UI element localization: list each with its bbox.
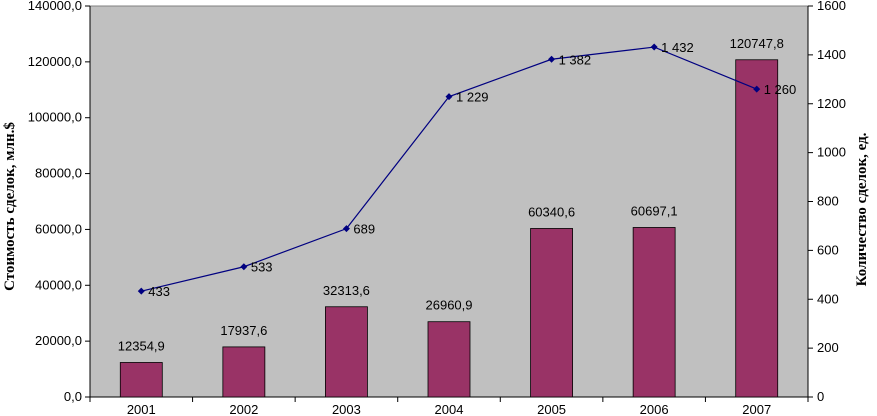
line-value-label: 1 432 (661, 40, 694, 55)
right-tick-label: 0 (817, 389, 824, 404)
line-value-label: 433 (148, 284, 170, 299)
line-point (548, 55, 556, 63)
x-tick-label: 2004 (435, 402, 464, 416)
bar-labels: 12354,9 17937,6 32313,6 26960,9 60340,6 60697… (118, 36, 784, 354)
bar (325, 306, 368, 398)
bar-series (119, 59, 779, 398)
bar-value-label: 17937,6 (220, 323, 267, 338)
left-tick-label: 0,0 (64, 389, 82, 404)
line-labels: 433 533 689 1 229 1 382 1 432 1 260 (148, 40, 796, 299)
right-tick-label: 1000 (817, 145, 846, 160)
line-point (650, 43, 658, 51)
line-value-label: 1 229 (456, 90, 489, 105)
x-tick-label: 2007 (742, 402, 771, 416)
right-tick-label: 1400 (817, 47, 846, 62)
x-tick-label: 2006 (640, 402, 669, 416)
bar-value-label: 26960,9 (426, 298, 473, 313)
left-tick-label: 100000,0 (28, 110, 82, 125)
line-point (753, 85, 761, 93)
right-tick-label: 1600 (817, 0, 846, 13)
line-value-label: 1 382 (559, 52, 592, 67)
line-value-label: 533 (251, 260, 273, 275)
line-value-label: 1 260 (764, 82, 797, 97)
line-series (137, 43, 761, 295)
left-axis-ticks: 0,0 20000,0 40000,0 60000,0 80000,0 100000,0 1… (28, 0, 91, 404)
bar (427, 321, 471, 398)
x-tick-label: 2001 (127, 402, 156, 416)
left-tick-label: 120000,0 (28, 54, 82, 69)
line-point (240, 263, 248, 271)
y-axis-title-right: Количество сделок, ед. (854, 132, 870, 286)
right-tick-label: 200 (817, 340, 839, 355)
bar (119, 362, 163, 398)
bar-value-label: 12354,9 (118, 338, 165, 353)
right-tick-label: 600 (817, 242, 839, 257)
left-tick-label: 80000,0 (35, 166, 82, 181)
left-tick-label: 20000,0 (35, 333, 82, 348)
right-tick-label: 800 (817, 194, 839, 209)
bar (632, 227, 676, 398)
line-point (342, 225, 350, 233)
bar (222, 346, 266, 398)
y-axis-title-left: Стоимость сделок, млн.$ (2, 122, 18, 291)
bar-value-label: 60340,6 (528, 204, 575, 219)
bar (735, 59, 779, 398)
bar (530, 228, 573, 398)
right-tick-label: 400 (817, 291, 839, 306)
right-tick-label: 1200 (817, 96, 846, 111)
right-axis-ticks: 0 200 400 600 800 1000 1200 1400 1600 (807, 0, 846, 404)
left-tick-label: 60000,0 (35, 221, 82, 236)
line-point (137, 287, 145, 295)
x-tick-label: 2003 (332, 402, 361, 416)
x-tick-label: 2005 (537, 402, 566, 416)
left-tick-label: 40000,0 (35, 277, 82, 292)
line-value-label: 689 (353, 222, 375, 237)
line-point (445, 93, 453, 101)
left-tick-label: 140000,0 (28, 0, 82, 13)
bar-value-label: 60697,1 (631, 203, 678, 218)
x-axis-ticks: 2001 2002 2003 2004 2005 2006 2007 (89, 396, 809, 416)
x-tick-label: 2002 (229, 402, 258, 416)
bar-value-label: 120747,8 (730, 36, 784, 51)
bar-value-label: 32313,6 (323, 283, 370, 298)
